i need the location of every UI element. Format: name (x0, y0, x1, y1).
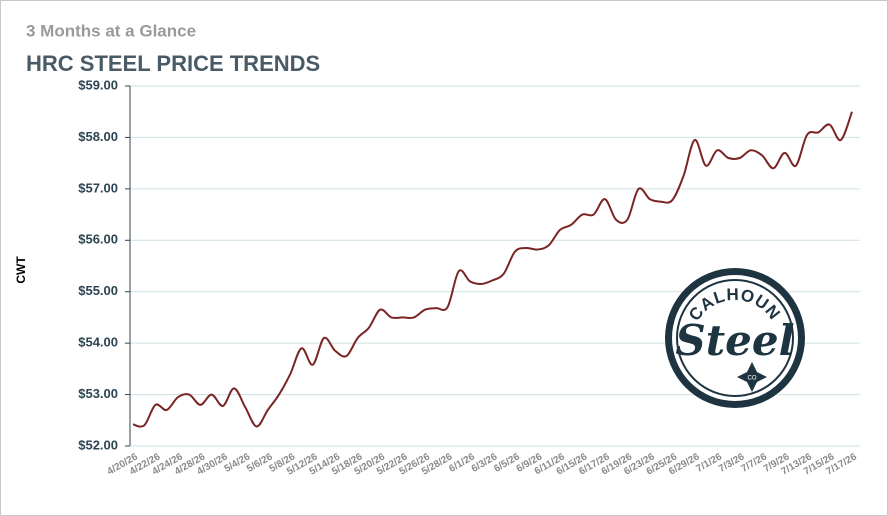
y-tick-label: $55.00 (78, 283, 118, 298)
logo-inner-ring (676, 279, 794, 397)
y-tick-label: $52.00 (78, 437, 118, 452)
logo-inner (672, 275, 798, 401)
y-tick-label: $56.00 (78, 232, 118, 247)
y-tick-label: $58.00 (78, 129, 118, 144)
y-axis-label: CWT (14, 256, 28, 284)
price-line (132, 111, 853, 428)
subtitle: 3 Months at a Glance (26, 21, 196, 40)
y-tick-label: $54.00 (78, 335, 118, 350)
chart-title: HRC STEEL PRICE TRENDS (26, 51, 320, 76)
y-tick-label: $53.00 (78, 386, 118, 401)
y-tick-label: $59.00 (78, 77, 118, 92)
logo: CALHOUN Steel CO (665, 268, 805, 408)
logo-word: Steel (675, 316, 794, 365)
logo-badge: CO (748, 376, 757, 382)
y-tick-label: $57.00 (78, 180, 118, 195)
logo-star (737, 362, 767, 392)
